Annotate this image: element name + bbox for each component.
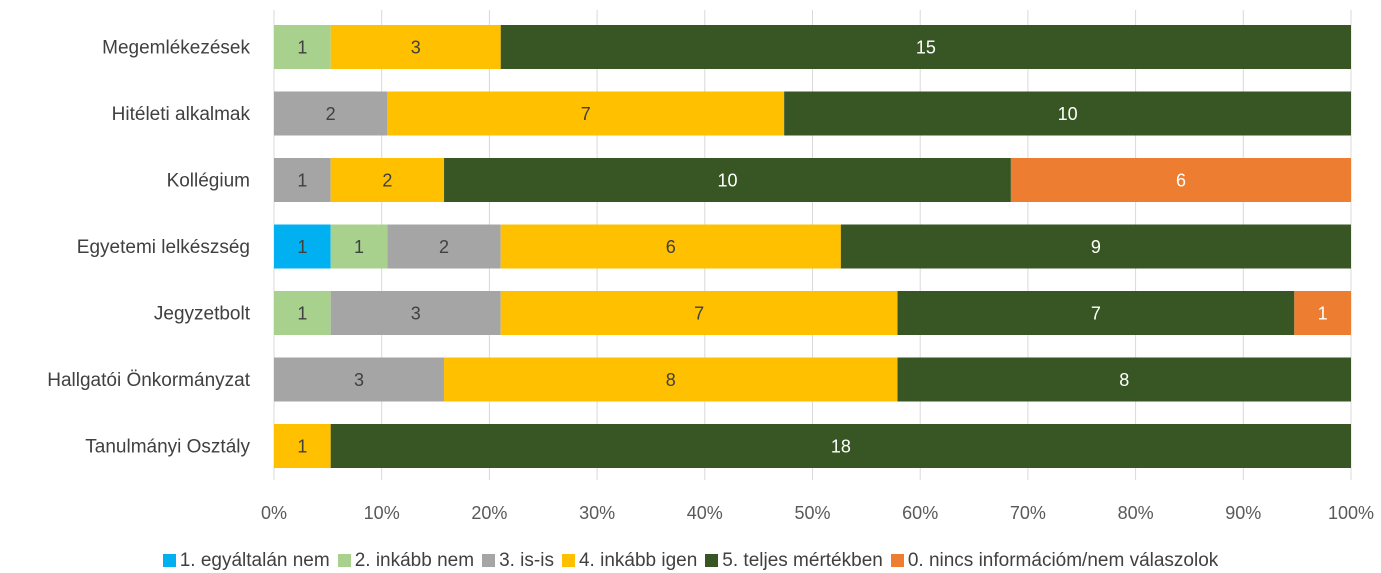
legend-item: 5. teljes mértékben xyxy=(705,550,883,572)
legend-swatch xyxy=(561,554,575,567)
category-label: Egyetemi lelkészség xyxy=(77,237,250,258)
bar-segment xyxy=(330,224,388,269)
x-tick-label: 100% xyxy=(1328,503,1374,523)
data-label: 2 xyxy=(326,104,336,124)
x-tick-label: 90% xyxy=(1225,503,1261,523)
bar-segment xyxy=(387,224,501,269)
stacked-bar-chart: 1 3 152 7 101 2 10 61 1 2 6 91 3 7 7 13 8 81 18 Megemlékez… xyxy=(47,10,1374,523)
category-labels: Megemlékezések Hitéleti alkalmak Kollégium… xyxy=(47,38,250,458)
legend-swatch xyxy=(337,554,351,567)
category-label: Kollégium xyxy=(167,171,250,192)
data-label: 1 xyxy=(297,237,307,257)
x-tick-label: 10% xyxy=(364,503,400,523)
bar-segment xyxy=(274,357,445,402)
bar-segment xyxy=(444,357,898,402)
data-label: 3 xyxy=(411,38,421,58)
legend-item: 2. inkább nem xyxy=(337,549,475,572)
data-label: 8 xyxy=(1119,370,1129,390)
bar-segment xyxy=(1010,158,1351,202)
data-label: 8 xyxy=(666,370,676,390)
data-label: 1 xyxy=(297,437,307,457)
bar-segment xyxy=(444,158,1011,202)
x-tick-label: 50% xyxy=(794,503,830,523)
data-label: 6 xyxy=(1176,171,1186,191)
legend-item: 0. nincs információm/nem válaszolok xyxy=(890,549,1219,572)
bar-segment xyxy=(330,291,501,335)
bar-segment xyxy=(784,91,1351,136)
legend-label: 4. inkább igen xyxy=(578,549,698,571)
x-tick-label: 70% xyxy=(1010,503,1046,523)
bar-segment xyxy=(330,25,501,69)
bar-segment xyxy=(330,158,445,202)
data-label: 10 xyxy=(717,171,737,191)
data-label: 6 xyxy=(666,237,676,257)
x-tick-label: 40% xyxy=(687,503,723,523)
data-label: 1 xyxy=(297,171,307,191)
legend-swatch xyxy=(162,554,176,567)
bar-segment xyxy=(274,158,331,202)
x-tick-label: 30% xyxy=(579,503,615,523)
category-label: Hallgatói Önkormányzat xyxy=(47,370,250,391)
bar-segment xyxy=(1294,291,1351,335)
x-tick-label: 80% xyxy=(1118,503,1154,523)
legend-label: 1. egyáltalán nem xyxy=(179,549,330,571)
data-label: 7 xyxy=(581,104,591,124)
legend-label: 5. teljes mértékben xyxy=(722,549,883,571)
data-label: 7 xyxy=(1091,304,1101,324)
legend-label: 2. inkább nem xyxy=(354,549,475,571)
bars: 1 3 152 7 101 2 10 61 1 2 6 91 3 7 7 13 8 81 18 xyxy=(274,25,1352,468)
bar-segment xyxy=(897,291,1295,335)
bar-segment xyxy=(500,291,898,335)
x-tick-label: 0% xyxy=(261,503,287,523)
legend-swatch xyxy=(482,554,496,567)
x-axis-tick-labels: 0% 10% 20% 30% 40% 50% 60% 70% 80% 90% 100% xyxy=(261,503,1374,523)
bar-segment xyxy=(500,25,1352,69)
category-label: Jegyzetbolt xyxy=(154,304,251,325)
data-label: 7 xyxy=(694,304,704,324)
category-label: Megemlékezések xyxy=(102,38,250,59)
bar-segment xyxy=(387,91,785,136)
data-label: 15 xyxy=(916,38,936,58)
legend-label: 0. nincs információm/nem válaszolok xyxy=(907,549,1219,571)
legend-swatch xyxy=(705,554,719,567)
data-label: 3 xyxy=(354,370,364,390)
bar-segment xyxy=(840,224,1351,269)
data-label: 1 xyxy=(297,38,307,58)
legend-label: 3. is-is xyxy=(499,549,554,571)
bar-segment xyxy=(274,224,331,269)
bar-segment xyxy=(500,224,841,269)
data-label: 18 xyxy=(831,437,851,457)
data-label: 9 xyxy=(1091,237,1101,257)
data-label: 3 xyxy=(411,304,421,324)
data-label: 1 xyxy=(354,237,364,257)
bar-segment xyxy=(274,25,331,69)
category-label: Hitéleti alkalmak xyxy=(112,104,251,125)
bar-segment xyxy=(274,91,388,136)
bar-segment xyxy=(274,291,331,335)
x-tick-label: 20% xyxy=(471,503,507,523)
data-label: 1 xyxy=(1318,304,1328,324)
legend-swatch xyxy=(890,554,904,567)
data-label: 2 xyxy=(439,237,449,257)
bar-segment xyxy=(897,357,1351,402)
legend-item: 3. is-is xyxy=(482,550,554,572)
data-label: 2 xyxy=(382,171,392,191)
legend-item: 4. inkább igen xyxy=(561,549,698,572)
category-label: Tanulmányi Osztály xyxy=(85,437,250,458)
x-tick-label: 60% xyxy=(902,503,938,523)
legend: 1. egyáltalán nem 2. inkább nem 3. is-is 4.… xyxy=(0,548,1381,573)
data-label: 10 xyxy=(1058,104,1078,124)
bar-segment xyxy=(274,424,331,468)
data-label: 1 xyxy=(297,304,307,324)
legend-item: 1. egyáltalán nem xyxy=(162,549,330,572)
bar-segment xyxy=(330,424,1351,468)
